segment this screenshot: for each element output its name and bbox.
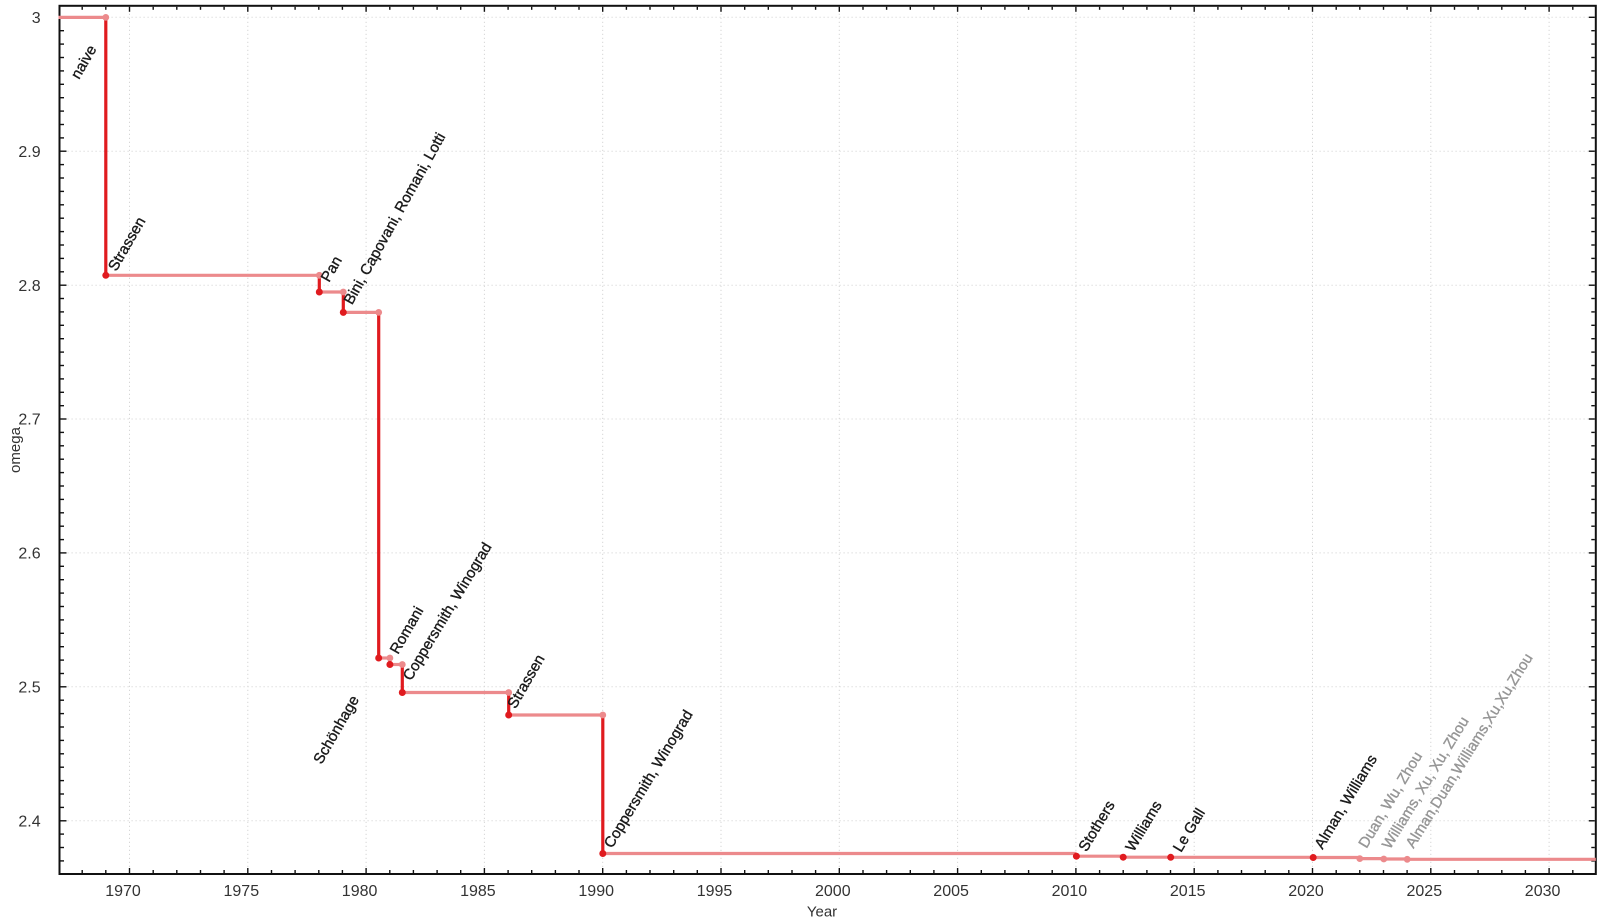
svg-text:2.8: 2.8 — [18, 278, 40, 295]
svg-text:1975: 1975 — [224, 883, 260, 900]
svg-text:2.9: 2.9 — [18, 144, 40, 161]
svg-text:2005: 2005 — [933, 883, 969, 900]
svg-text:3: 3 — [32, 10, 41, 27]
svg-text:2010: 2010 — [1052, 883, 1088, 900]
svg-text:2030: 2030 — [1525, 883, 1561, 900]
svg-text:2.4: 2.4 — [18, 814, 40, 831]
svg-text:2015: 2015 — [1170, 883, 1206, 900]
svg-text:Year: Year — [807, 904, 837, 920]
svg-text:2025: 2025 — [1407, 883, 1443, 900]
svg-text:1980: 1980 — [342, 883, 378, 900]
svg-text:1990: 1990 — [578, 883, 614, 900]
svg-text:2.7: 2.7 — [18, 412, 40, 429]
svg-text:2.6: 2.6 — [18, 546, 40, 563]
svg-text:omega: omega — [7, 426, 24, 473]
svg-text:2020: 2020 — [1288, 883, 1324, 900]
svg-text:2.5: 2.5 — [18, 680, 40, 697]
svg-text:1995: 1995 — [697, 883, 733, 900]
svg-text:1970: 1970 — [105, 883, 141, 900]
svg-text:2000: 2000 — [815, 883, 851, 900]
svg-text:1985: 1985 — [460, 883, 496, 900]
